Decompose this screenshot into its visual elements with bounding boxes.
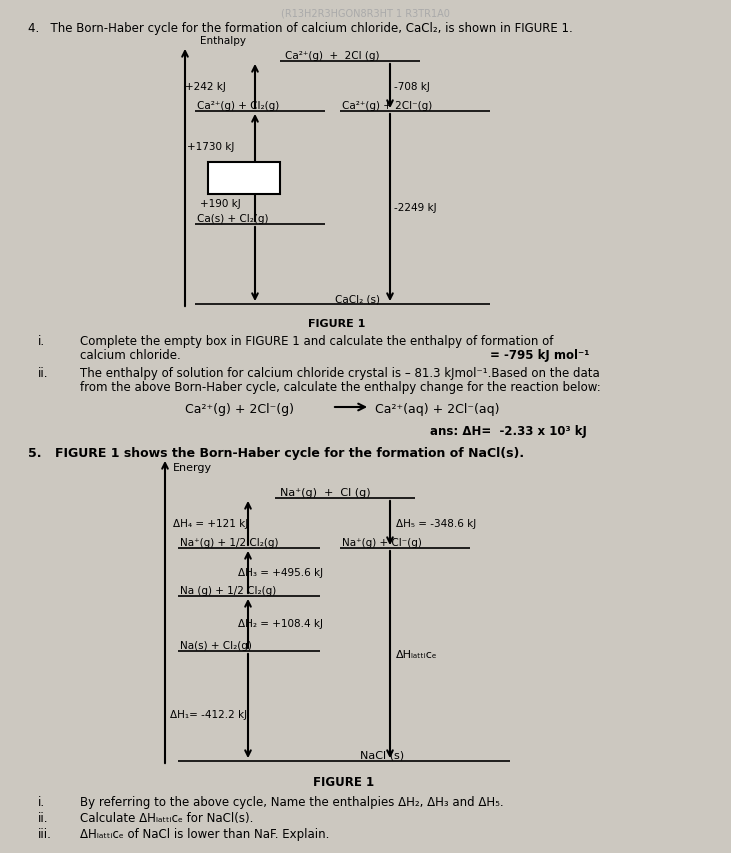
Text: Na(s) + Cl₂(g): Na(s) + Cl₂(g) bbox=[180, 641, 252, 650]
Text: The enthalpy of solution for calcium chloride crystal is – 81.3 kJmol⁻¹.Based on: The enthalpy of solution for calcium chl… bbox=[80, 367, 599, 380]
Text: ΔH₅ = -348.6 kJ: ΔH₅ = -348.6 kJ bbox=[396, 519, 477, 528]
Text: FIGURE 1: FIGURE 1 bbox=[308, 319, 366, 328]
Text: Ca²⁺(aq) + 2Cl⁻(aq): Ca²⁺(aq) + 2Cl⁻(aq) bbox=[375, 403, 499, 415]
Text: iii.: iii. bbox=[38, 827, 52, 840]
Text: ii.: ii. bbox=[38, 367, 48, 380]
Text: Complete the empty box in FIGURE 1 and calculate the enthalpy of formation of: Complete the empty box in FIGURE 1 and c… bbox=[80, 334, 553, 347]
Text: ii.: ii. bbox=[38, 811, 48, 824]
Text: Ca(s) + Cl₂(g): Ca(s) + Cl₂(g) bbox=[197, 214, 268, 223]
Text: -2249 kJ: -2249 kJ bbox=[394, 203, 436, 212]
Text: Na⁺(g) + Cl⁻(g): Na⁺(g) + Cl⁻(g) bbox=[342, 537, 422, 548]
Text: Na⁺(g)  +  Cl (g): Na⁺(g) + Cl (g) bbox=[280, 487, 371, 497]
Text: i.: i. bbox=[38, 795, 45, 808]
Text: 4.   The Born-Haber cycle for the formation of calcium chloride, CaCl₂, is shown: 4. The Born-Haber cycle for the formatio… bbox=[28, 22, 573, 35]
Text: ΔH₁= -412.2 kJ: ΔH₁= -412.2 kJ bbox=[170, 709, 247, 719]
Text: (R13H2R3HGON8R3HT 1 R3TR1A0: (R13H2R3HGON8R3HT 1 R3TR1A0 bbox=[281, 8, 450, 18]
Text: i.: i. bbox=[38, 334, 45, 347]
Text: NaCl (s): NaCl (s) bbox=[360, 750, 404, 760]
Text: Calculate ΔHₗₐₜₜᵢᴄₑ for NaCl(s).: Calculate ΔHₗₐₜₜᵢᴄₑ for NaCl(s). bbox=[80, 811, 254, 824]
Text: CaCl₂ (s): CaCl₂ (s) bbox=[335, 293, 380, 304]
Text: ΔH₄ = +121 kJ: ΔH₄ = +121 kJ bbox=[173, 519, 249, 528]
Text: = -795 kJ mol⁻¹: = -795 kJ mol⁻¹ bbox=[490, 349, 589, 362]
Text: FIGURE 1: FIGURE 1 bbox=[314, 775, 374, 788]
Text: Ca²⁺(g) + 2Cl⁻(g): Ca²⁺(g) + 2Cl⁻(g) bbox=[185, 403, 294, 415]
Text: +190 kJ: +190 kJ bbox=[200, 199, 240, 209]
Bar bbox=[208, 163, 280, 194]
Text: -708 kJ: -708 kJ bbox=[394, 82, 430, 92]
Text: Ca²⁺(g) + Cl₂(g): Ca²⁺(g) + Cl₂(g) bbox=[197, 101, 279, 111]
Text: ΔHₗₐₜₜᵢᴄₑ of NaCl is lower than NaF. Explain.: ΔHₗₐₜₜᵢᴄₑ of NaCl is lower than NaF. Exp… bbox=[80, 827, 330, 840]
Text: Enthalpy: Enthalpy bbox=[200, 36, 246, 46]
Text: +242 kJ: +242 kJ bbox=[185, 82, 226, 92]
Text: FIGURE 1 shows the Born-Haber cycle for the formation of NaCl(s).: FIGURE 1 shows the Born-Haber cycle for … bbox=[55, 446, 524, 460]
Text: Na⁺(g) + 1/2 Cl₂(g): Na⁺(g) + 1/2 Cl₂(g) bbox=[180, 537, 279, 548]
Text: Ca²⁺(g)  +  2Cl (g): Ca²⁺(g) + 2Cl (g) bbox=[285, 51, 379, 61]
Text: Ca²⁺(g) + 2Cl⁻(g): Ca²⁺(g) + 2Cl⁻(g) bbox=[342, 101, 432, 111]
Text: Na (g) + 1/2 Cl₂(g): Na (g) + 1/2 Cl₂(g) bbox=[180, 585, 276, 595]
Text: calcium chloride.: calcium chloride. bbox=[80, 349, 181, 362]
Text: ΔH₃ = +495.6 kJ: ΔH₃ = +495.6 kJ bbox=[238, 567, 323, 577]
Text: ΔHₗₐₜₜᵢᴄₑ: ΔHₗₐₜₜᵢᴄₑ bbox=[396, 649, 437, 659]
Text: ΔH₂ = +108.4 kJ: ΔH₂ = +108.4 kJ bbox=[238, 618, 323, 629]
Text: +1730 kJ: +1730 kJ bbox=[187, 142, 235, 152]
Text: 5.: 5. bbox=[28, 446, 42, 460]
Text: By referring to the above cycle, Name the enthalpies ΔH₂, ΔH₃ and ΔH₅.: By referring to the above cycle, Name th… bbox=[80, 795, 504, 808]
Text: ans: ΔH=  -2.33 x 10³ kJ: ans: ΔH= -2.33 x 10³ kJ bbox=[430, 425, 587, 438]
Text: Energy: Energy bbox=[173, 462, 212, 473]
Text: from the above Born-Haber cycle, calculate the enthalpy change for the reaction : from the above Born-Haber cycle, calcula… bbox=[80, 380, 601, 393]
